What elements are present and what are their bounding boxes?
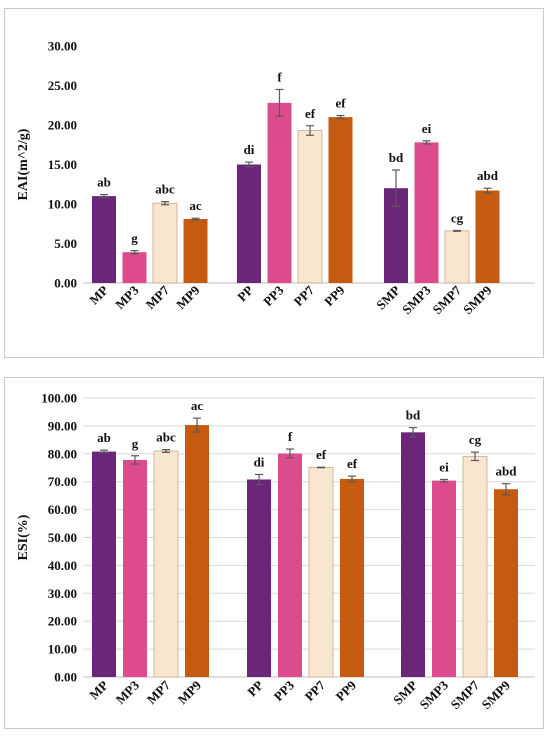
bar [122,252,147,283]
eai-chart-panel: 0.00 5.00 10.00 15.00 20.00 25.00 30.00 EAI(m^2… [4,8,544,358]
y-tick-label: 70.00 [48,474,77,489]
significance-label: ef [347,456,358,471]
significance-label: f [277,69,282,84]
y-tick-label: 60.00 [48,502,77,517]
significance-label: ac [191,398,204,413]
significance-label: cg [469,432,482,447]
significance-label: abd [477,168,499,183]
bar [185,425,209,677]
bar [328,117,353,283]
y-tick-label: 90.00 [48,418,77,433]
category-label: MP3 [113,677,143,707]
category-label: SMP [390,677,420,707]
y-tick-label: 30.00 [48,586,77,601]
bar [432,480,456,677]
y-tick-label: 20.00 [48,118,77,133]
significance-label: ef [305,106,316,121]
bar [247,479,271,677]
bar [444,230,470,284]
y-tick-label: 100.00 [41,391,77,406]
bar [267,102,292,283]
category-label: MP7 [143,282,173,312]
eai-bar-chart: 0.00 5.00 10.00 15.00 20.00 25.00 30.00 EAI(m^2… [16,39,535,317]
y-tick-label: 0.00 [54,670,77,685]
category-label: PP7 [291,282,318,309]
category-label: SMP7 [430,282,465,317]
significance-label: ef [316,447,327,462]
significance-label: ab [97,430,111,445]
significance-label: g [131,231,138,246]
category-label: SMP9 [479,677,514,712]
y-tick-label: 20.00 [48,614,77,629]
significance-label: ef [335,96,346,111]
y-tick-label: 25.00 [48,78,77,93]
bar [92,451,116,677]
y-tick-label: 50.00 [48,530,77,545]
bar [153,450,179,678]
bar [401,432,425,677]
category-label: PP9 [321,282,348,309]
category-label: PP [244,677,266,699]
bar [152,202,178,284]
category-label: PP [234,282,256,304]
bar [494,489,518,677]
significance-label: abd [496,464,518,479]
bar [183,219,208,283]
significance-label: di [244,142,255,157]
category-label: SMP3 [399,282,434,317]
y-tick-label: 10.00 [48,642,77,657]
bar [475,190,500,283]
category-label: MP3 [112,282,142,312]
category-label: MP7 [144,677,174,707]
bar [340,478,364,677]
category-label: SMP9 [460,282,495,317]
significance-label: cg [451,210,464,225]
category-label: SMP [373,282,403,312]
esi-bar-chart: 0.00 10.00 20.00 30.00 40.00 50.00 60.00 70.00 8… [16,391,535,712]
significance-label: g [132,436,139,451]
category-label: SMP7 [448,677,483,712]
bar [123,459,147,677]
significance-label: abc [156,430,176,445]
bar [297,130,323,284]
significance-label: bd [389,150,404,165]
significance-label: f [288,429,293,444]
y-tick-label: 15.00 [48,157,77,172]
y-tick-label: 30.00 [48,39,77,54]
esi-chart-panel: 0.00 10.00 20.00 30.00 40.00 50.00 60.00 70.00 8… [4,377,544,729]
y-tick-label: 10.00 [48,197,77,212]
y-axis-title: EAI(m^2/g) [16,128,31,200]
y-tick-label: 5.00 [54,236,77,251]
significance-label: di [254,454,265,469]
significance-label: ei [439,459,449,474]
y-tick-label: 80.00 [48,446,77,461]
y-axis-title: ESI(%) [16,514,31,560]
significance-label: abc [155,182,175,197]
category-label: PP7 [302,677,329,704]
category-label: PP3 [271,677,298,704]
bar [278,453,302,677]
significance-label: ac [189,198,202,213]
category-label: PP3 [260,282,287,309]
bar [462,455,488,678]
bar [308,467,334,678]
y-tick-label: 0.00 [54,276,77,291]
significance-label: ei [422,121,432,136]
bar [237,164,261,283]
bar [414,142,439,283]
category-label: MP9 [175,677,205,707]
category-label: MP9 [173,282,203,312]
category-label: PP9 [333,677,360,704]
bar [92,196,116,283]
category-label: SMP3 [417,677,452,712]
category-label: MP [86,677,111,702]
significance-label: ab [97,175,111,190]
category-label: MP [86,282,111,307]
significance-label: bd [406,408,421,423]
y-tick-label: 40.00 [48,558,77,573]
